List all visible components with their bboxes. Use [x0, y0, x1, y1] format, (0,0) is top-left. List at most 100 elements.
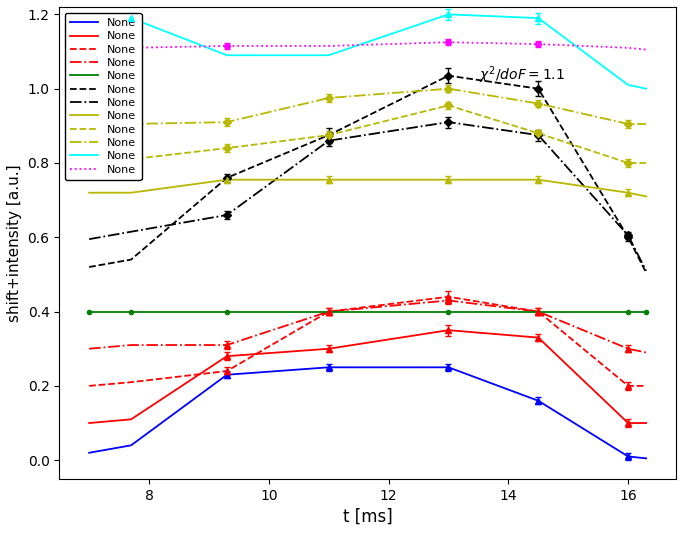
None — [534, 176, 542, 183]
Y-axis label: shift+intensity [a.u.]: shift+intensity [a.u.] — [7, 164, 22, 322]
None — [324, 95, 333, 101]
None — [534, 41, 542, 47]
Text: $\chi^2/doF = 1.1$: $\chi^2/doF = 1.1$ — [479, 64, 565, 86]
None — [642, 455, 650, 462]
None — [445, 294, 453, 300]
None — [223, 145, 231, 151]
None — [624, 234, 632, 240]
None — [127, 15, 135, 21]
None — [624, 383, 632, 389]
None — [85, 82, 94, 88]
None — [624, 420, 632, 426]
None — [642, 269, 650, 276]
None — [624, 82, 632, 88]
None — [85, 264, 94, 270]
None — [534, 398, 542, 404]
None — [534, 309, 542, 315]
None — [223, 176, 231, 183]
None — [642, 309, 650, 315]
None — [324, 43, 333, 49]
None — [534, 100, 542, 107]
None — [223, 353, 231, 359]
None — [85, 190, 94, 196]
Line: None: None — [89, 76, 646, 272]
None — [642, 46, 650, 53]
None — [624, 160, 632, 166]
None — [127, 45, 135, 51]
None — [642, 268, 650, 274]
None — [642, 121, 650, 127]
None — [127, 416, 135, 423]
None — [445, 72, 453, 79]
None — [642, 349, 650, 356]
None — [223, 43, 231, 49]
None — [624, 121, 632, 127]
None — [624, 345, 632, 352]
None — [324, 132, 333, 139]
None — [445, 327, 453, 333]
None — [445, 176, 453, 183]
Line: None: None — [89, 122, 646, 271]
Line: None: None — [89, 14, 646, 88]
None — [223, 212, 231, 218]
None — [85, 160, 94, 166]
None — [534, 15, 542, 21]
None — [642, 383, 650, 389]
None — [223, 309, 231, 315]
X-axis label: t [ms]: t [ms] — [343, 508, 393, 526]
None — [324, 132, 333, 139]
None — [534, 132, 542, 139]
None — [223, 52, 231, 59]
None — [223, 119, 231, 125]
None — [223, 368, 231, 374]
None — [642, 193, 650, 200]
Line: None: None — [89, 330, 646, 423]
None — [85, 420, 94, 426]
None — [624, 190, 632, 196]
None — [624, 453, 632, 459]
None — [624, 309, 632, 315]
None — [642, 420, 650, 426]
None — [534, 130, 542, 136]
None — [642, 160, 650, 166]
None — [127, 442, 135, 449]
None — [624, 45, 632, 51]
None — [85, 236, 94, 243]
None — [445, 11, 453, 18]
Line: None: None — [89, 301, 646, 352]
None — [445, 85, 453, 92]
None — [324, 176, 333, 183]
None — [85, 449, 94, 456]
Line: None: None — [89, 88, 646, 128]
None — [223, 175, 231, 181]
None — [324, 52, 333, 59]
Line: None: None — [89, 106, 646, 163]
None — [445, 102, 453, 109]
Line: None: None — [89, 297, 646, 386]
None — [127, 379, 135, 385]
None — [324, 345, 333, 352]
None — [534, 334, 542, 341]
None — [85, 309, 94, 315]
None — [324, 364, 333, 370]
None — [445, 39, 453, 45]
None — [127, 156, 135, 163]
None — [445, 119, 453, 125]
None — [624, 232, 632, 239]
None — [445, 309, 453, 315]
None — [127, 121, 135, 127]
None — [127, 309, 135, 315]
None — [445, 297, 453, 304]
None — [85, 125, 94, 131]
None — [534, 309, 542, 315]
None — [534, 85, 542, 92]
None — [223, 372, 231, 378]
None — [223, 342, 231, 348]
None — [445, 364, 453, 370]
None — [324, 309, 333, 315]
None — [324, 309, 333, 315]
None — [642, 85, 650, 92]
Line: None: None — [89, 367, 646, 458]
None — [127, 190, 135, 196]
None — [85, 383, 94, 389]
